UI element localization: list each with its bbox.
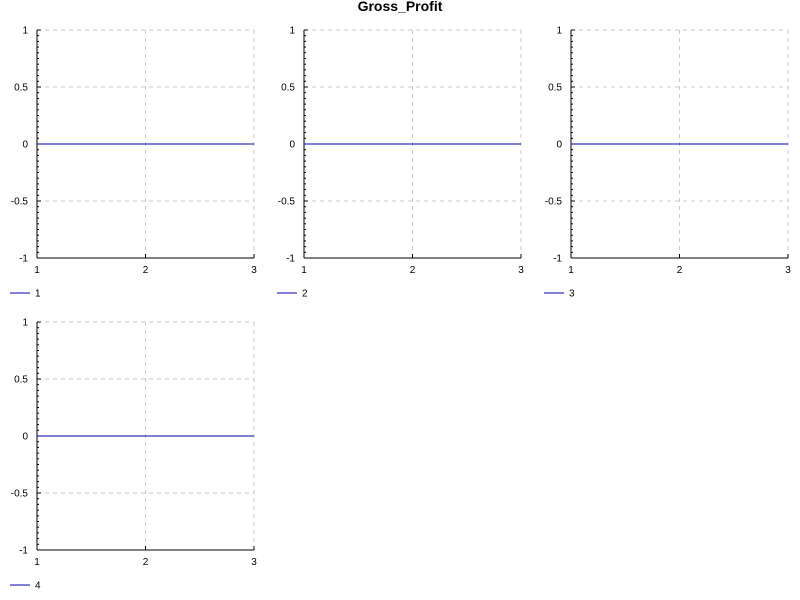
- y-tick-label: 0: [22, 432, 28, 443]
- x-tick-label: 2: [143, 557, 149, 568]
- y-tick-label: -1: [286, 254, 295, 265]
- y-tick-label: 1: [289, 26, 295, 37]
- x-tick-label: 3: [251, 265, 257, 276]
- y-tick-label: -1: [553, 254, 562, 265]
- y-tick-label: 1: [22, 318, 28, 329]
- chart-title: Gross_Profit: [358, 0, 443, 14]
- y-tick-label: -0.5: [11, 489, 29, 500]
- x-tick-label: 1: [34, 265, 40, 276]
- y-tick-label: 0: [22, 140, 28, 151]
- y-tick-label: -0.5: [545, 197, 563, 208]
- y-tick-label: 0.5: [548, 83, 562, 94]
- x-tick-label: 1: [34, 557, 40, 568]
- subplot-1: -1 -0.5 0 0.5 1 1 2 3 1: [10, 26, 257, 300]
- y-tick-label: 0.5: [281, 83, 295, 94]
- legend-label: 1: [35, 289, 41, 300]
- y-tick-label: 0: [556, 140, 562, 151]
- x-tick-label: 3: [785, 265, 791, 276]
- y-tick-label: -0.5: [278, 197, 296, 208]
- y-tick-label: -0.5: [11, 197, 29, 208]
- legend-label: 4: [35, 581, 41, 592]
- x-tick-label: 3: [518, 265, 524, 276]
- y-tick-label: 0.5: [14, 83, 28, 94]
- x-tick-label: 3: [251, 557, 257, 568]
- y-tick-label: 0.5: [14, 375, 28, 386]
- x-tick-label: 1: [301, 265, 307, 276]
- legend-label: 2: [302, 289, 308, 300]
- x-tick-label: 2: [143, 265, 149, 276]
- y-tick-label: -1: [19, 254, 28, 265]
- subplot-4: -1 -0.5 0 0.5 1 1 2 3 4: [10, 318, 257, 592]
- x-tick-label: 1: [568, 265, 574, 276]
- y-tick-label: 1: [556, 26, 562, 37]
- subplot-3: -1 -0.5 0 0.5 1 1 2 3 3: [544, 26, 791, 300]
- y-tick-label: -1: [19, 546, 28, 557]
- subplot-2: -1 -0.5 0 0.5 1 1 2 3 2: [277, 26, 524, 300]
- y-tick-label: 0: [289, 140, 295, 151]
- x-tick-label: 2: [410, 265, 416, 276]
- legend-label: 3: [569, 289, 575, 300]
- x-tick-label: 2: [677, 265, 683, 276]
- y-tick-label: 1: [22, 26, 28, 37]
